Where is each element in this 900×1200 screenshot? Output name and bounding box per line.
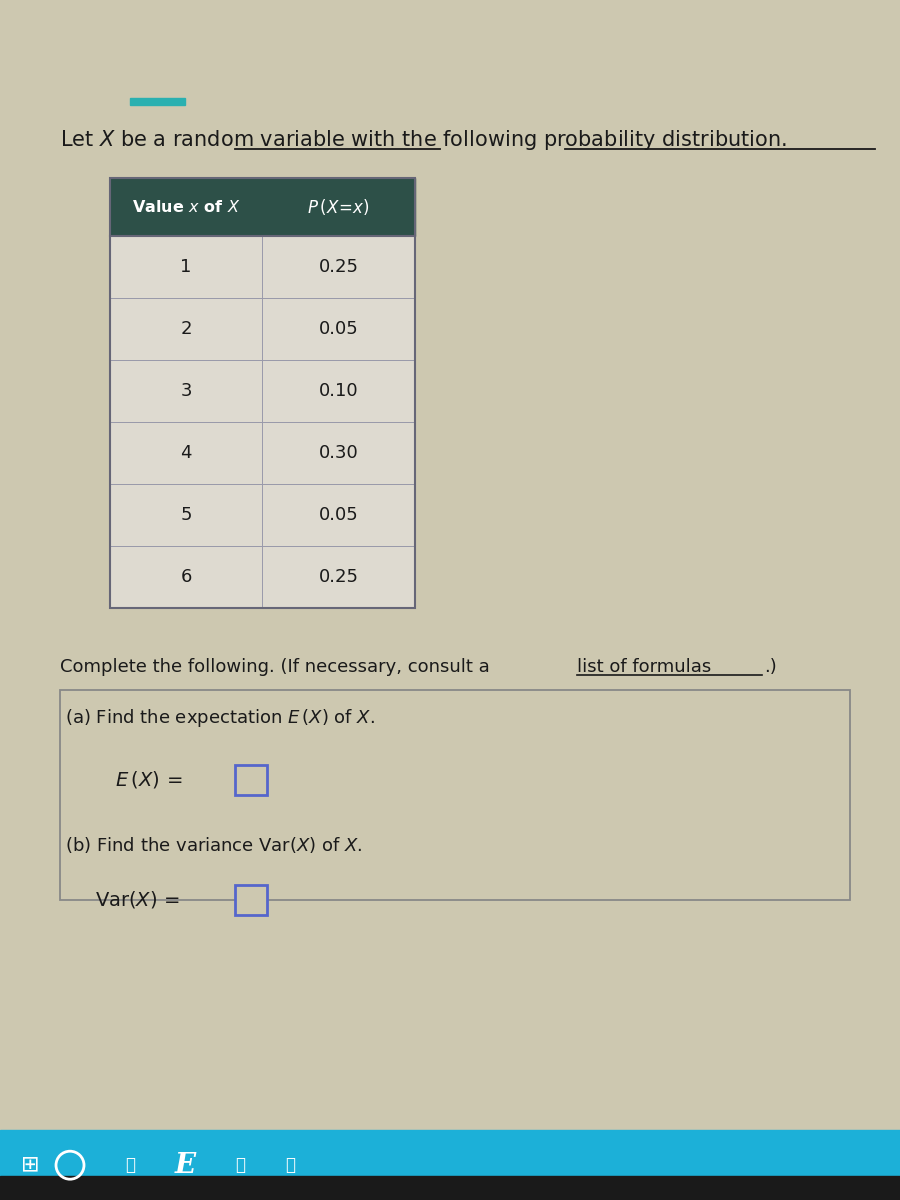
Text: (a) Find the expectation $E\,(X)$ of $X$.: (a) Find the expectation $E\,(X)$ of $X$… xyxy=(65,707,375,728)
Text: 1: 1 xyxy=(180,258,192,276)
Text: Let $X$ be a random variable with the following probability distribution.: Let $X$ be a random variable with the fo… xyxy=(60,128,787,152)
Text: 2: 2 xyxy=(180,320,192,338)
Text: Value $x$ of $X$: Value $x$ of $X$ xyxy=(132,199,240,215)
Text: 🎥: 🎥 xyxy=(235,1157,245,1174)
Text: 0.05: 0.05 xyxy=(319,506,358,524)
Text: ⊞: ⊞ xyxy=(21,1156,40,1175)
Text: 5: 5 xyxy=(180,506,192,524)
Text: 0.10: 0.10 xyxy=(319,382,358,400)
Text: $P\,(X\!=\!x)$: $P\,(X\!=\!x)$ xyxy=(307,197,370,217)
Bar xyxy=(235,886,267,914)
Bar xyxy=(130,98,185,104)
Text: 🔍: 🔍 xyxy=(125,1157,135,1174)
Text: Complete the following. (If necessary, consult a: Complete the following. (If necessary, c… xyxy=(60,658,496,676)
Text: 4: 4 xyxy=(180,444,192,462)
Bar xyxy=(110,178,415,236)
Text: E: E xyxy=(175,1152,195,1178)
Bar xyxy=(110,360,415,422)
Bar xyxy=(110,546,415,608)
Bar xyxy=(110,422,415,484)
Text: 0.05: 0.05 xyxy=(319,320,358,338)
Bar xyxy=(60,690,850,900)
Bar xyxy=(110,236,415,298)
Text: .): .) xyxy=(764,658,777,676)
Text: Var$(X)\,=$: Var$(X)\,=$ xyxy=(95,889,180,911)
Text: 0.25: 0.25 xyxy=(319,568,358,586)
Text: 6: 6 xyxy=(180,568,192,586)
Text: (b) Find the variance Var$(X)$ of $X$.: (b) Find the variance Var$(X)$ of $X$. xyxy=(65,835,363,854)
Bar xyxy=(235,766,267,794)
Bar xyxy=(110,178,415,608)
Text: 3: 3 xyxy=(180,382,192,400)
Bar xyxy=(0,1176,900,1200)
Text: 0.30: 0.30 xyxy=(319,444,358,462)
Bar xyxy=(110,298,415,360)
Bar xyxy=(110,484,415,546)
Bar xyxy=(0,1130,900,1200)
Text: list of formulas: list of formulas xyxy=(577,658,711,676)
Text: 0.25: 0.25 xyxy=(319,258,358,276)
Text: $E\,(X)\,=$: $E\,(X)\,=$ xyxy=(115,769,183,791)
Text: 🌐: 🌐 xyxy=(285,1157,295,1174)
